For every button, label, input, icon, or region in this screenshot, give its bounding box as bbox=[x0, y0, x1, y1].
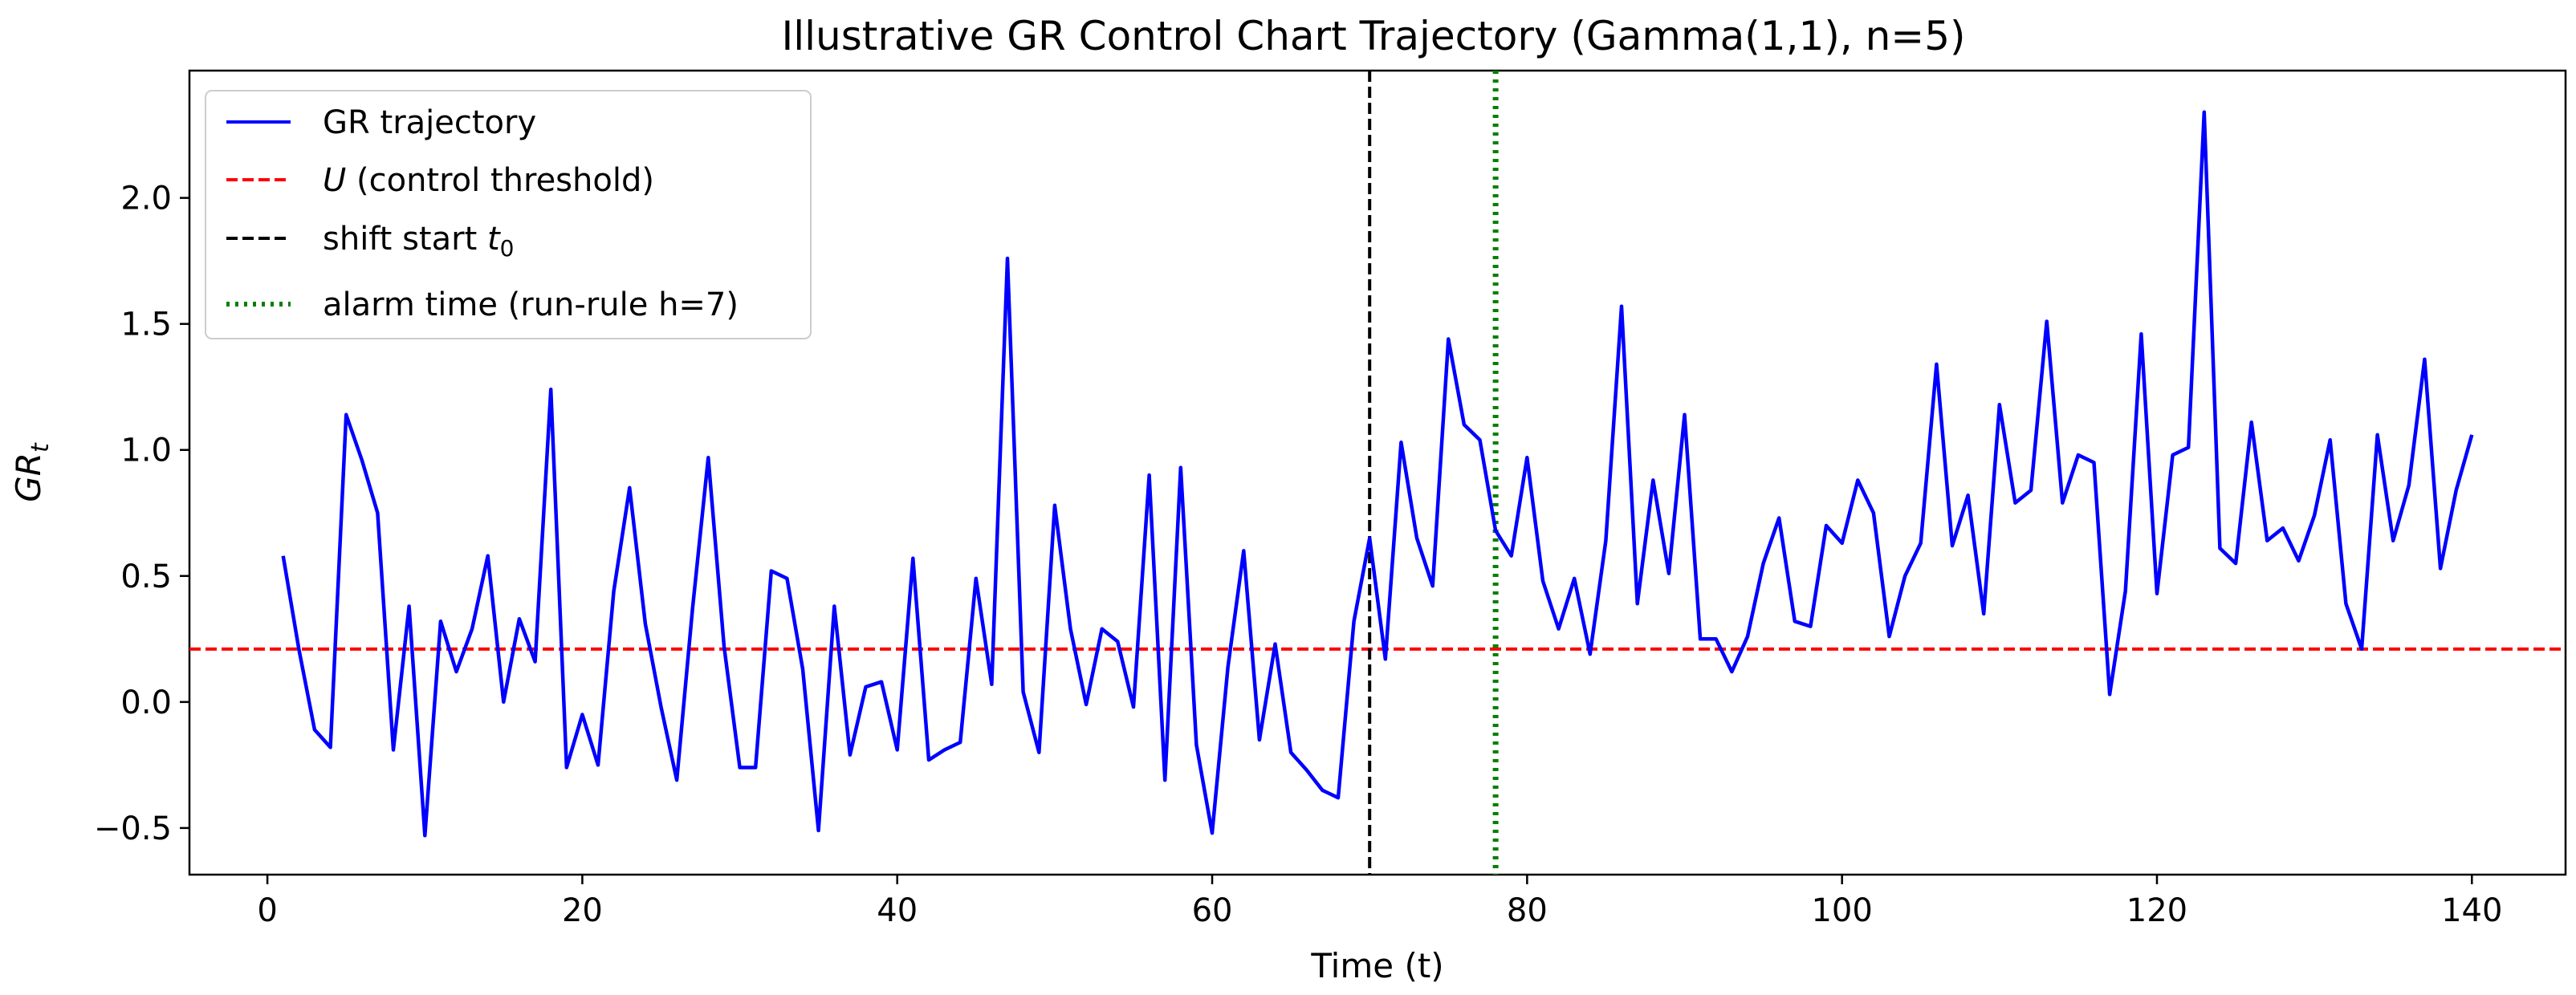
x-tick-label: 0 bbox=[257, 892, 277, 929]
y-axis-label-base: GR bbox=[9, 453, 48, 502]
x-tick-label: 40 bbox=[877, 892, 918, 929]
y-axis: −0.5 0.0 0.5 1.0 1.5 2.0 bbox=[94, 181, 189, 847]
legend-threshold-symbol: U bbox=[323, 162, 346, 199]
x-axis: 0 20 40 60 80 100 120 140 bbox=[257, 875, 2502, 929]
legend-shift-text: shift start bbox=[323, 221, 487, 258]
y-tick-label: −0.5 bbox=[94, 810, 172, 847]
y-tick-label: 0.5 bbox=[120, 558, 172, 595]
x-tick-label: 60 bbox=[1192, 892, 1233, 929]
x-tick-label: 120 bbox=[2126, 892, 2187, 929]
y-tick-label: 1.0 bbox=[120, 433, 172, 469]
gr-trajectory-line bbox=[281, 110, 2474, 838]
legend-shift-sub: 0 bbox=[500, 235, 515, 262]
y-tick-label: 1.5 bbox=[120, 307, 172, 343]
legend-label-gr-trajectory: GR trajectory bbox=[323, 104, 536, 141]
x-tick-label: 20 bbox=[562, 892, 603, 929]
chart-title: Illustrative GR Control Chart Trajectory… bbox=[781, 13, 1965, 59]
x-tick-label: 140 bbox=[2441, 892, 2502, 929]
legend-label-alarm-time: alarm time (run-rule h=7) bbox=[323, 286, 739, 323]
series-layer bbox=[281, 110, 2474, 838]
x-tick-label: 100 bbox=[1811, 892, 1872, 929]
y-tick-label: 0.0 bbox=[120, 684, 172, 721]
legend-box bbox=[205, 90, 812, 339]
legend-label-shift-start: shift start t0 bbox=[323, 221, 514, 262]
x-axis-label: Time (t) bbox=[1310, 946, 1443, 985]
legend-label-threshold: U (control threshold) bbox=[323, 162, 654, 199]
event-lines bbox=[1368, 71, 1499, 875]
legend-shift-var: t bbox=[487, 221, 501, 258]
y-axis-label-subscript: t bbox=[26, 442, 55, 453]
legend: GR trajectory U (control threshold) shif… bbox=[205, 90, 812, 339]
y-tick-label: 2.0 bbox=[120, 181, 172, 217]
legend-threshold-text: (control threshold) bbox=[346, 162, 654, 199]
x-tick-label: 80 bbox=[1507, 892, 1548, 929]
y-axis-label: GRt bbox=[9, 442, 55, 502]
